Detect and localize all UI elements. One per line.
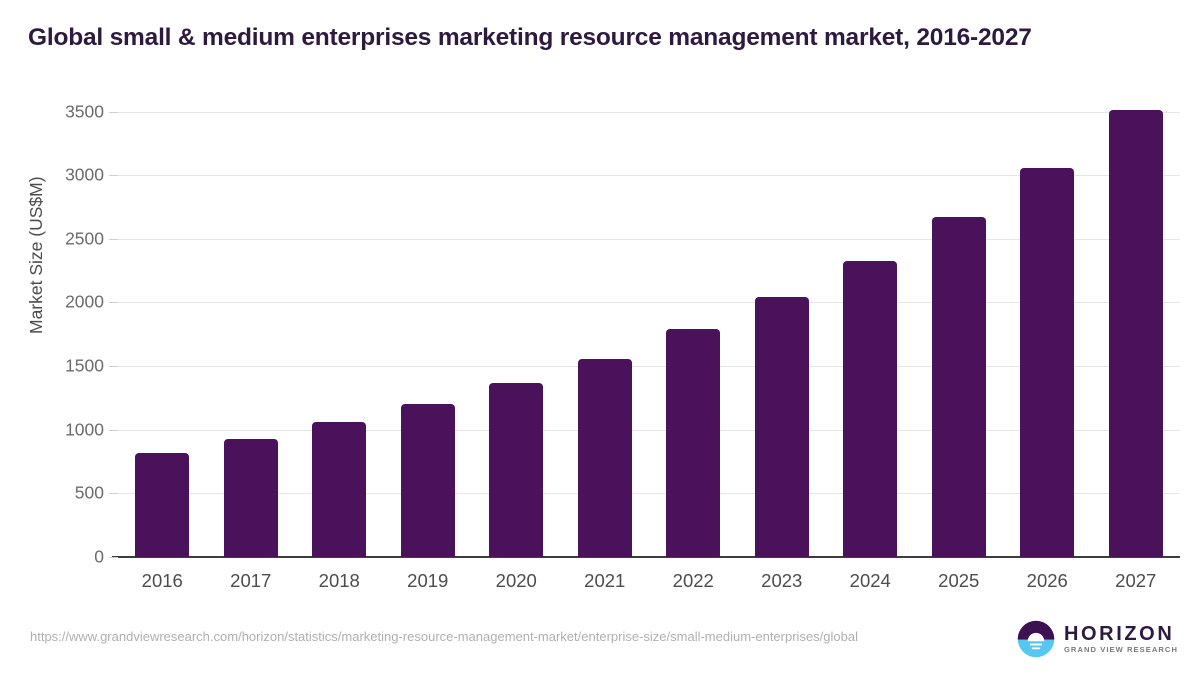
x-axis-tick-label: 2016 bbox=[141, 570, 183, 591]
y-axis-tick-label: 3500 bbox=[65, 101, 104, 121]
page-title: Global small & medium enterprises market… bbox=[28, 24, 1032, 51]
y-axis-tick-label: 2500 bbox=[65, 228, 104, 249]
x-axis-tick-label: 2027 bbox=[1115, 570, 1157, 591]
gridline bbox=[118, 238, 1180, 240]
y-axis-tick bbox=[109, 111, 118, 113]
bar-2024[interactable] bbox=[843, 261, 897, 557]
x-axis-line bbox=[112, 556, 1180, 558]
y-axis-tick bbox=[109, 175, 118, 177]
x-axis-tick-label: 2021 bbox=[584, 570, 626, 591]
bar-2019[interactable] bbox=[400, 403, 455, 557]
y-axis-tick bbox=[109, 429, 118, 431]
y-axis-tick bbox=[109, 493, 118, 495]
x-axis-tick-label: 2018 bbox=[318, 570, 360, 591]
y-axis-tick-label: 2000 bbox=[65, 291, 104, 312]
gridline bbox=[118, 302, 1180, 304]
horizon-sun-circle-icon bbox=[1017, 620, 1055, 658]
bar-chart bbox=[109, 110, 1180, 558]
x-axis-tick-label: 2020 bbox=[495, 570, 537, 591]
y-axis-tick-label: 1500 bbox=[65, 355, 104, 376]
bar-2026[interactable] bbox=[1020, 168, 1074, 557]
y-axis-tick-label: 0 bbox=[94, 546, 104, 567]
bar-2016[interactable] bbox=[135, 453, 189, 557]
bar-2018[interactable] bbox=[312, 422, 366, 557]
y-axis-tick bbox=[109, 557, 118, 558]
gridline bbox=[118, 493, 1180, 495]
bar-2017[interactable] bbox=[223, 438, 278, 557]
x-axis-tick-label: 2026 bbox=[1026, 570, 1068, 591]
bar-2025[interactable] bbox=[931, 217, 986, 557]
y-axis-tick-label: 3000 bbox=[65, 164, 104, 185]
gridline bbox=[118, 175, 1180, 177]
gridline bbox=[118, 111, 1180, 113]
bar-2021[interactable] bbox=[577, 359, 632, 557]
logo-name: HORIZON bbox=[1063, 622, 1175, 645]
brand-logo: HORIZON GRAND VIEW RESEARCH bbox=[1017, 620, 1178, 658]
x-axis-tick-label: 2019 bbox=[407, 570, 449, 591]
bar-2022[interactable] bbox=[666, 329, 720, 557]
source-url[interactable]: https://www.grandviewresearch.com/horizo… bbox=[30, 629, 858, 644]
y-axis-tick bbox=[109, 366, 118, 368]
x-axis-tick-label: 2022 bbox=[672, 570, 714, 591]
gridline bbox=[118, 429, 1180, 431]
y-axis-tick-label: 500 bbox=[74, 482, 104, 503]
x-axis-tick-label: 2023 bbox=[761, 570, 803, 591]
x-axis-tick-label: 2025 bbox=[938, 570, 980, 591]
bar-2020[interactable] bbox=[489, 382, 543, 557]
bar-2023[interactable] bbox=[754, 297, 809, 557]
y-axis-tick bbox=[109, 302, 118, 304]
x-axis-tick-label: 2024 bbox=[849, 570, 891, 591]
bar-2027[interactable] bbox=[1108, 110, 1163, 557]
y-axis-tick bbox=[109, 238, 118, 240]
y-axis-tick-label: 1000 bbox=[65, 419, 104, 440]
logo-text-block: HORIZON GRAND VIEW RESEARCH bbox=[1063, 622, 1178, 655]
gridline bbox=[118, 366, 1180, 368]
x-axis-tick-label: 2017 bbox=[230, 570, 272, 591]
logo-subtitle: GRAND VIEW RESEARCH bbox=[1063, 644, 1178, 654]
